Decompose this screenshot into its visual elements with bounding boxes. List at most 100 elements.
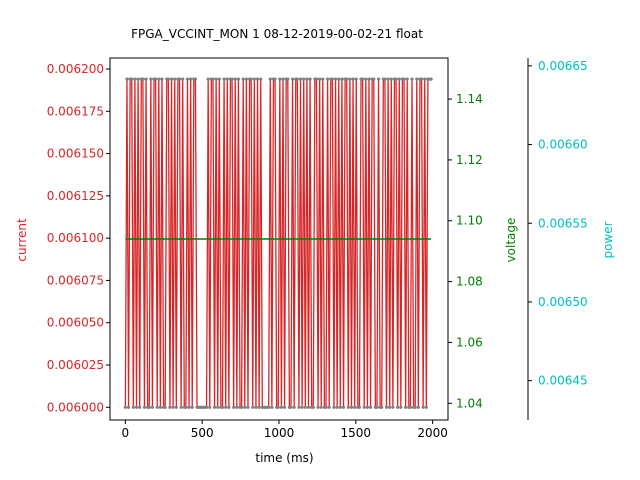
current-data-point xyxy=(133,77,137,81)
current-data-point xyxy=(290,77,295,81)
current-data-point xyxy=(333,77,338,81)
current-data-point xyxy=(365,405,369,409)
current-data-point xyxy=(279,405,284,409)
current-axis: 0.006000 0.006025 0.006050 0.006075 0.006100… xyxy=(47,62,110,414)
current-tick-label: 0.006125 xyxy=(47,189,104,203)
current-data-point xyxy=(349,405,354,409)
current-data-point xyxy=(134,405,139,409)
current-data-point xyxy=(185,77,190,81)
current-data-point xyxy=(305,77,309,81)
current-data-point xyxy=(394,77,398,81)
current-data-point xyxy=(160,77,164,81)
current-data-point xyxy=(368,405,373,409)
voltage-tick-label: 1.04 xyxy=(456,396,483,410)
current-data-point xyxy=(216,405,220,409)
current-data-point xyxy=(235,405,239,409)
current-data-point xyxy=(397,77,401,81)
current-data-point xyxy=(276,405,280,409)
current-data-point xyxy=(335,405,339,409)
current-data-point xyxy=(251,405,255,409)
current-data-point xyxy=(179,405,183,409)
current-data-point xyxy=(136,77,140,81)
x-tick-label: 0 xyxy=(122,426,130,440)
current-tick-label: 0.006000 xyxy=(47,400,104,414)
current-data-point xyxy=(300,405,304,409)
current-data-point xyxy=(225,77,229,81)
current-data-point xyxy=(389,77,393,81)
current-data-point xyxy=(278,77,282,81)
current-data-point xyxy=(337,77,341,81)
current-data-point xyxy=(174,405,178,409)
current-data-point xyxy=(214,77,218,81)
current-data-point xyxy=(222,77,226,81)
current-data-point xyxy=(193,77,198,81)
current-data-point xyxy=(141,77,145,81)
current-tick-label: 0.006100 xyxy=(47,231,104,245)
current-data-point xyxy=(171,405,175,409)
current-data-point xyxy=(388,405,392,409)
current-data-point xyxy=(150,405,155,409)
current-data-point xyxy=(321,77,325,81)
x-axis-label: time (ms) xyxy=(255,451,313,465)
current-data-point xyxy=(396,405,400,409)
current-data-point xyxy=(314,77,319,81)
current-data-point xyxy=(184,405,188,409)
voltage-tick-label: 1.12 xyxy=(456,153,483,167)
current-data-point xyxy=(326,77,330,81)
current-data-point xyxy=(286,77,290,81)
current-data-point xyxy=(166,77,170,81)
current-data-point xyxy=(419,77,424,81)
current-data-point xyxy=(324,405,328,409)
series-layer xyxy=(123,77,433,409)
current-data-point xyxy=(208,405,212,409)
current-data-point xyxy=(240,405,244,409)
current-data-point xyxy=(424,405,428,409)
current-data-point xyxy=(316,405,320,409)
current-data-point xyxy=(408,405,412,409)
current-data-point xyxy=(345,77,349,81)
current-data-point xyxy=(319,405,323,409)
current-data-point xyxy=(217,77,221,81)
current-data-point xyxy=(158,405,162,409)
x-axis: 0 500 1000 1500 2000 xyxy=(122,420,448,440)
current-data-point xyxy=(353,405,357,409)
x-tick-label: 1000 xyxy=(264,426,295,440)
current-data-point xyxy=(243,405,247,409)
current-data-point xyxy=(190,405,194,409)
current-data-point xyxy=(386,77,390,81)
current-tick-label: 0.006025 xyxy=(47,358,104,372)
current-data-point xyxy=(281,77,285,81)
current-data-point xyxy=(341,405,346,409)
current-data-point xyxy=(267,405,271,409)
current-data-point xyxy=(249,77,253,81)
x-tick-label: 2000 xyxy=(417,426,448,440)
current-data-point xyxy=(157,77,161,81)
current-data-point xyxy=(257,405,261,409)
current-data-point xyxy=(292,405,296,409)
current-data-point xyxy=(149,77,153,81)
current-tick-label: 0.006200 xyxy=(47,62,104,76)
current-data-point xyxy=(177,77,182,81)
current-data-point xyxy=(421,405,425,409)
power-tick-label: 0.00660 xyxy=(538,138,588,152)
current-data-point xyxy=(357,405,362,409)
current-data-point xyxy=(255,77,260,81)
current-data-point xyxy=(303,405,307,409)
current-data-point xyxy=(246,405,250,409)
current-data-point xyxy=(283,405,287,409)
current-data-point xyxy=(138,405,142,409)
current-data-point xyxy=(327,405,331,409)
current-data-point xyxy=(169,77,174,81)
current-data-point xyxy=(168,405,172,409)
current-data-point xyxy=(410,77,414,81)
current-data-point xyxy=(364,77,368,81)
current-data-point xyxy=(384,405,389,409)
current-data-point xyxy=(330,77,334,81)
power-tick-label: 0.00645 xyxy=(538,374,588,388)
current-data-point xyxy=(338,405,342,409)
current-data-point xyxy=(224,405,228,409)
current-data-point xyxy=(415,77,419,81)
current-data-point xyxy=(367,77,371,81)
current-data-point xyxy=(298,77,303,81)
